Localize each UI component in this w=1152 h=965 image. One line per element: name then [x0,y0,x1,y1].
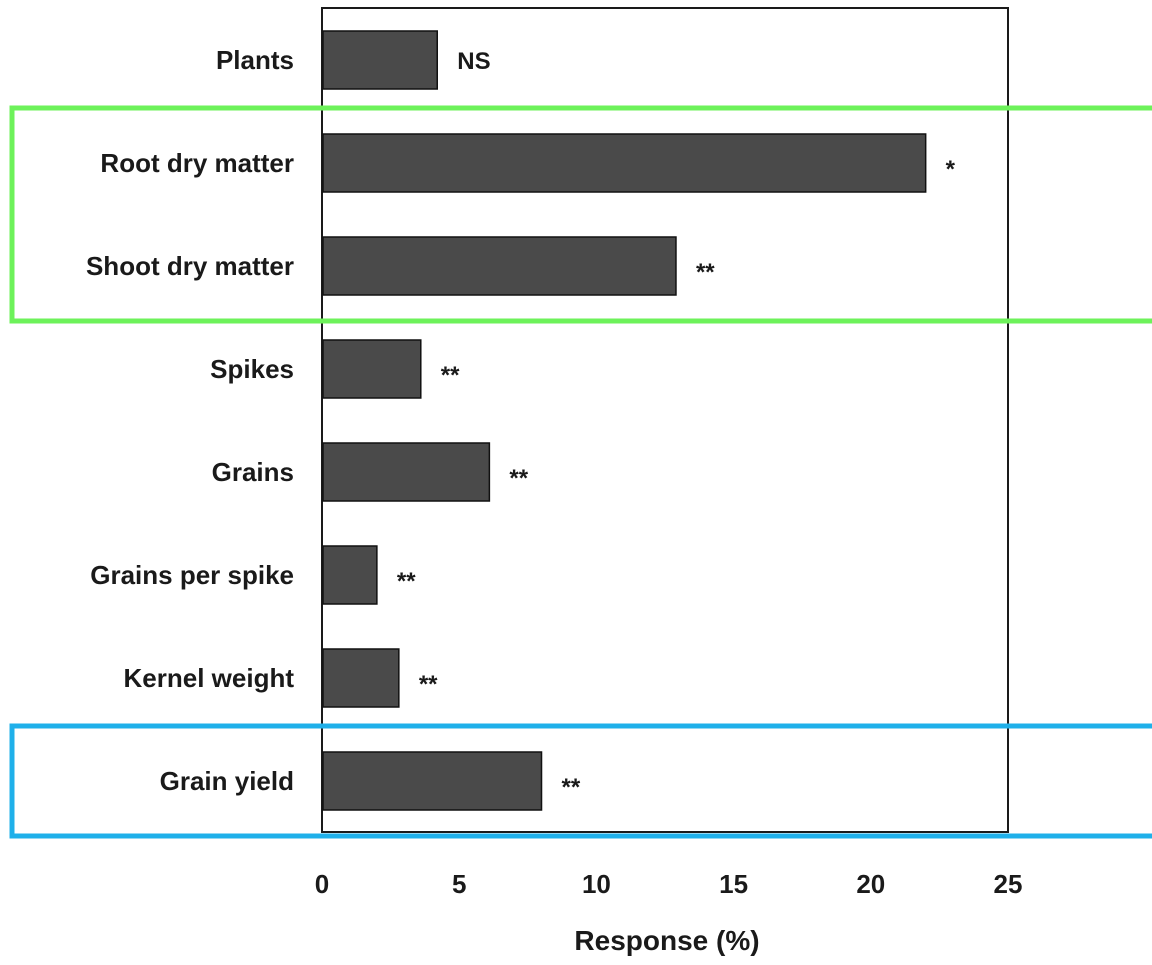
category-label-kernel-weight: Kernel weight [124,663,295,693]
bar-grains [322,442,491,502]
significance-label-spikes: ** [441,362,460,389]
plot-frame [321,7,1009,833]
highlight-box-2 [9,723,1152,839]
bar-spikes [322,339,422,399]
x-tick-label-0: 0 [315,869,329,899]
highlight-box-1 [9,105,1152,324]
category-label-grains-per-spike: Grains per spike [90,560,294,590]
significance-label-grains-per-spike: ** [397,568,416,595]
x-tick-label-20: 20 [856,869,885,899]
x-tick-label-5: 5 [452,869,466,899]
significance-label-grains: ** [509,465,528,492]
bar-shoot-dry-matter [322,236,677,296]
category-label-plants: Plants [216,45,294,75]
category-label-root-dry-matter: Root dry matter [100,148,294,178]
category-label-shoot-dry-matter: Shoot dry matter [86,251,294,281]
bar-grains-per-spike [322,545,378,605]
significance-label-plants: NS [457,48,490,75]
x-axis-title: Response (%) [574,925,759,956]
highlight-boxes-group [9,105,1152,839]
x-tick-label-25: 25 [994,869,1023,899]
x-tick-label-10: 10 [582,869,611,899]
x-tick-label-15: 15 [719,869,748,899]
significance-label-kernel-weight: ** [419,671,438,698]
significance-label-shoot-dry-matter: ** [696,259,715,286]
category-label-grain-yield: Grain yield [160,766,294,796]
category-labels-group: Plants Root dry matter Shoot dry matter Spi… [86,45,294,796]
category-label-spikes: Spikes [210,354,294,384]
bars-group [322,30,927,811]
significance-label-root-dry-matter: * [946,156,956,183]
bar-plants [322,30,438,90]
significance-labels-group: NS************* [397,48,956,801]
bar-kernel-weight [322,648,400,708]
category-label-grains: Grains [212,457,294,487]
bar-root-dry-matter [322,133,927,193]
bar-grain-yield [322,751,543,811]
x-tick-labels-group: 0 5 10 15 20 25 [315,869,1023,899]
significance-label-grain-yield: ** [562,774,581,801]
plot-frame-group [321,7,1009,833]
